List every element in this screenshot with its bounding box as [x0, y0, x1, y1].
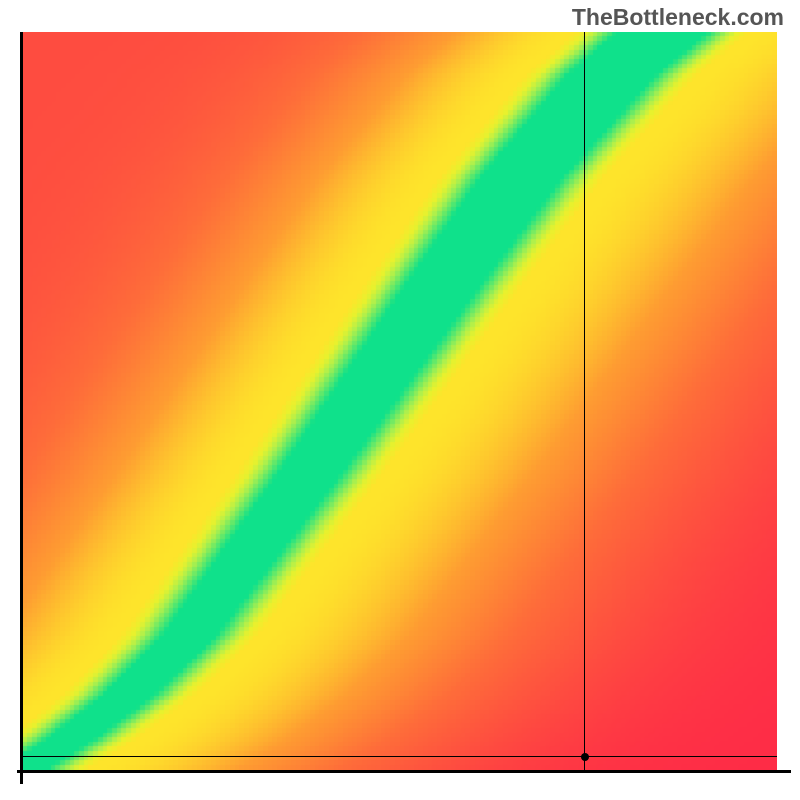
plot-area: [23, 32, 777, 770]
y-axis-line: [20, 32, 23, 784]
chart-container: TheBottleneck.com: [0, 0, 800, 800]
crosshair-dot: [581, 753, 589, 761]
x-axis-line: [17, 770, 791, 773]
watermark-text: TheBottleneck.com: [572, 4, 784, 31]
crosshair-vertical: [584, 32, 585, 770]
crosshair-horizontal: [23, 756, 777, 757]
heatmap-canvas: [23, 32, 777, 770]
